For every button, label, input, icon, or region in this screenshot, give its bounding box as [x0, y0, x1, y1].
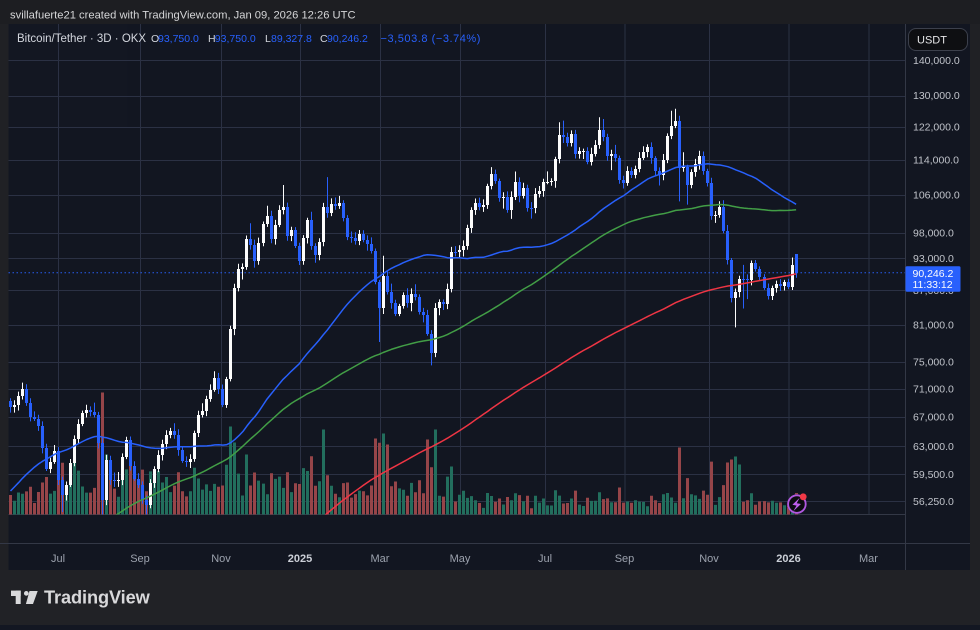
- svg-text:H: H: [208, 33, 216, 45]
- svg-text:USDT: USDT: [917, 34, 947, 46]
- svg-text:130,000.0: 130,000.0: [913, 90, 960, 102]
- svg-text:C: C: [320, 33, 328, 45]
- svg-text:63,000.0: 63,000.0: [913, 441, 954, 453]
- svg-text:May: May: [450, 553, 471, 565]
- svg-text:Jul: Jul: [538, 553, 552, 565]
- svg-text:93,000.0: 93,000.0: [913, 253, 954, 265]
- svg-text:Sep: Sep: [130, 553, 150, 565]
- svg-text:L: L: [265, 33, 271, 45]
- svg-text:89,327.8: 89,327.8: [271, 33, 312, 45]
- svg-text:O: O: [151, 33, 159, 45]
- svg-text:93,750.0: 93,750.0: [215, 33, 256, 45]
- svg-text:2025: 2025: [288, 553, 312, 565]
- svg-text:114,000.0: 114,000.0: [913, 155, 959, 167]
- svg-text:122,000.0: 122,000.0: [913, 122, 960, 134]
- svg-text:81,000.0: 81,000.0: [913, 320, 954, 332]
- svg-text:−3,503.8 (−3.74%): −3,503.8 (−3.74%): [381, 33, 481, 45]
- svg-text:90,246.2: 90,246.2: [327, 33, 368, 45]
- svg-text:TradingView: TradingView: [44, 588, 151, 608]
- svg-text:Nov: Nov: [699, 553, 719, 565]
- svg-text:75,000.0: 75,000.0: [913, 357, 954, 369]
- svg-text:Mar: Mar: [371, 553, 390, 565]
- svg-text:67,000.0: 67,000.0: [913, 411, 954, 423]
- svg-text:59,500.0: 59,500.0: [913, 469, 954, 481]
- svg-text:Mar: Mar: [859, 553, 878, 565]
- svg-text:98,000.0: 98,000.0: [913, 228, 954, 240]
- svg-text:Nov: Nov: [211, 553, 231, 565]
- svg-text:140,000.0: 140,000.0: [913, 55, 960, 67]
- svg-text:2026: 2026: [776, 553, 800, 565]
- svg-text:11:33:12: 11:33:12: [913, 279, 953, 291]
- svg-text:56,250.0: 56,250.0: [913, 496, 954, 508]
- svg-text:106,000.0: 106,000.0: [913, 190, 960, 202]
- svg-text:71,000.0: 71,000.0: [913, 383, 954, 395]
- svg-text:Bitcoin/Tether · 3D · OKX: Bitcoin/Tether · 3D · OKX: [17, 33, 146, 45]
- svg-text:90,246.2: 90,246.2: [913, 268, 954, 280]
- svg-text:Jul: Jul: [51, 553, 65, 565]
- svg-text:svillafuerte21 created with Tr: svillafuerte21 created with TradingView.…: [10, 10, 356, 22]
- svg-text:93,750.0: 93,750.0: [158, 33, 199, 45]
- svg-text:Sep: Sep: [615, 553, 635, 565]
